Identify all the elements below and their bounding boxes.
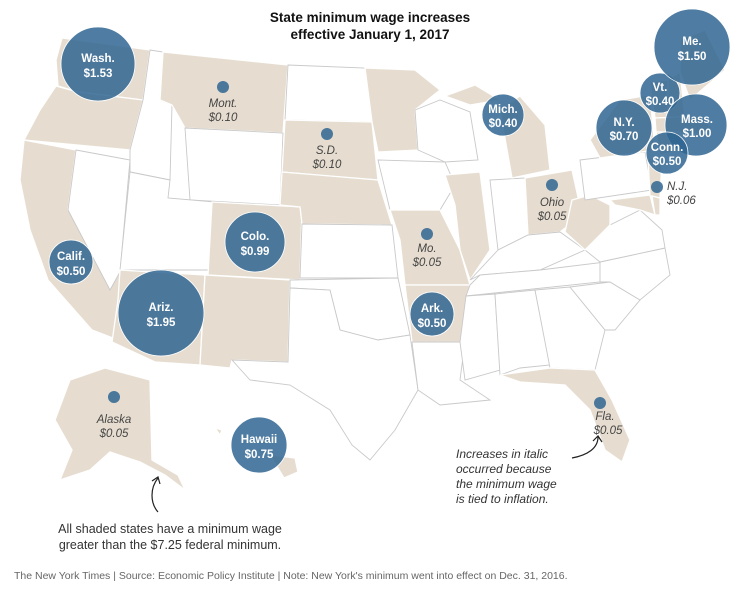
label-ark-state: Ark. bbox=[421, 303, 443, 315]
label-fla-amount: $0.05 bbox=[593, 425, 623, 437]
label-ariz-amount: $1.95 bbox=[147, 317, 176, 329]
label-ohio-amount: $0.05 bbox=[537, 211, 567, 223]
label-calif-amount: $0.50 bbox=[57, 266, 86, 278]
label-alaska-state: Alaska bbox=[96, 414, 132, 426]
label-ark-amount: $0.50 bbox=[418, 318, 447, 330]
label-alaska-amount: $0.05 bbox=[99, 428, 129, 440]
label-me-state: Me. bbox=[682, 36, 701, 48]
state-south-carolina bbox=[569, 281, 641, 331]
bubble-mich bbox=[481, 93, 525, 137]
shaded-note-line-2: greater than the $7.25 federal minimum. bbox=[58, 538, 282, 552]
shaded-note-line-1: All shaded states have a minimum wage bbox=[58, 522, 282, 536]
dot-mont bbox=[217, 81, 229, 93]
label-nj-amount: $0.06 bbox=[666, 195, 696, 207]
bubble-ark bbox=[409, 291, 455, 337]
map-subtitle: effective January 1, 2017 bbox=[290, 27, 450, 42]
label-mass-state: Mass. bbox=[681, 114, 713, 126]
label-sd-state: S.D. bbox=[316, 145, 338, 157]
italic-note-line-3: the minimum wage bbox=[456, 477, 557, 491]
label-ariz-state: Ariz. bbox=[149, 302, 174, 314]
italic-note-line-2: occurred because bbox=[456, 462, 552, 476]
arrow-italic-note-head bbox=[592, 435, 603, 443]
dot-ohio bbox=[546, 179, 558, 191]
arrow-shaded-note bbox=[151, 477, 159, 513]
state-maryland bbox=[608, 194, 656, 216]
label-hawaii-state: Hawaii bbox=[241, 434, 277, 446]
state-nevada bbox=[67, 149, 131, 291]
label-wash-state: Wash. bbox=[81, 53, 114, 65]
increase-markers bbox=[48, 8, 731, 474]
label-calif-state: Calif. bbox=[57, 251, 85, 263]
label-conn-amount: $0.50 bbox=[653, 156, 682, 168]
state-iowa bbox=[377, 159, 456, 211]
label-sd-amount: $0.10 bbox=[312, 159, 342, 171]
state-wisconsin bbox=[414, 99, 479, 163]
bubble-hawaii bbox=[230, 416, 288, 474]
label-me-amount: $1.50 bbox=[678, 51, 707, 63]
state-pennsylvania bbox=[579, 151, 653, 201]
label-mo-amount: $0.05 bbox=[412, 257, 442, 269]
label-nj-state: N.J. bbox=[667, 181, 687, 193]
label-mass-amount: $1.00 bbox=[683, 128, 712, 140]
annotation-arrows bbox=[151, 435, 603, 513]
label-mich-amount: $0.40 bbox=[489, 118, 518, 130]
label-mont-state: Mont. bbox=[209, 98, 238, 110]
dot-fla bbox=[594, 397, 606, 409]
label-ny-amount: $0.70 bbox=[610, 131, 639, 143]
dot-mo bbox=[421, 228, 433, 240]
bubble-colo bbox=[224, 211, 286, 273]
state-new-mexico bbox=[199, 274, 291, 369]
state-georgia bbox=[534, 286, 606, 371]
label-hawaii-amount: $0.75 bbox=[245, 449, 274, 461]
label-conn-state: Conn. bbox=[651, 142, 684, 154]
state-mississippi bbox=[459, 293, 501, 381]
bubble-ny bbox=[595, 99, 653, 157]
label-mich-state: Mich. bbox=[488, 104, 517, 116]
italic-note-line-4: is tied to inflation. bbox=[456, 492, 549, 506]
label-vt-state: Vt. bbox=[653, 82, 668, 94]
increase-labels: Wash. $1.53 Mont. $0.10 S.D. $0.10 Colo.… bbox=[57, 36, 713, 461]
label-wash-amount: $1.53 bbox=[84, 68, 113, 80]
bubble-me bbox=[653, 8, 731, 86]
map-title: State minimum wage increases bbox=[269, 10, 471, 25]
label-fla-state: Fla. bbox=[595, 411, 614, 423]
bubble-wash bbox=[60, 26, 136, 102]
bubble-calif bbox=[48, 239, 94, 285]
source-footer: The New York Times | Source: Economic Po… bbox=[14, 570, 568, 582]
bubble-ariz bbox=[117, 269, 205, 357]
bubble-conn bbox=[645, 131, 689, 175]
label-mont-amount: $0.10 bbox=[208, 112, 238, 124]
label-colo-state: Colo. bbox=[241, 231, 270, 243]
dot-nj bbox=[651, 181, 663, 193]
state-wyoming bbox=[184, 127, 284, 206]
label-ny-state: N.Y. bbox=[613, 117, 634, 129]
italic-note-line-1: Increases in italic bbox=[456, 447, 549, 461]
state-alaska bbox=[54, 367, 186, 491]
label-colo-amount: $0.99 bbox=[241, 246, 270, 258]
state-kansas bbox=[299, 223, 399, 279]
italic-note: Increases in italic occurred because the… bbox=[456, 447, 557, 507]
state-texas bbox=[230, 287, 419, 461]
label-ohio-state: Ohio bbox=[540, 197, 565, 209]
state-delaware bbox=[651, 195, 661, 216]
shaded-note: All shaded states have a minimum wage gr… bbox=[20, 521, 320, 553]
arrow-shaded-note-head bbox=[151, 476, 161, 485]
label-vt-amount: $0.40 bbox=[646, 96, 675, 108]
dot-alaska bbox=[108, 391, 120, 403]
arrow-italic-note bbox=[571, 436, 599, 459]
state-north-dakota bbox=[284, 64, 373, 123]
state-florida bbox=[499, 367, 631, 464]
bubble-vt bbox=[639, 72, 681, 114]
dot-sd bbox=[321, 128, 333, 140]
state-alabama bbox=[494, 289, 551, 376]
label-mo-state: Mo. bbox=[417, 243, 436, 255]
